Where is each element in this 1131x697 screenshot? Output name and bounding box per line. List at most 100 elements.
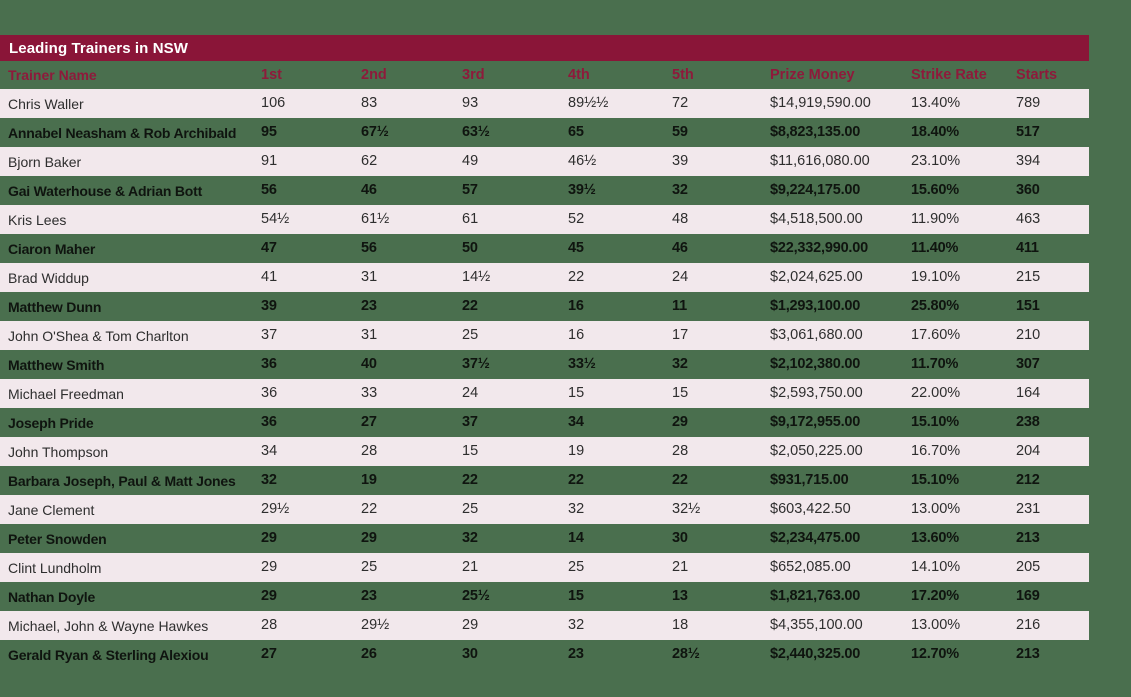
- stat-cell: 46: [361, 182, 377, 199]
- stat-cell: $4,518,500.00: [770, 211, 863, 228]
- stat-cell: 32: [672, 356, 688, 373]
- stat-cell: 360: [1016, 182, 1040, 199]
- stat-cell: 517: [1016, 124, 1040, 141]
- stat-cell: 15: [672, 385, 689, 402]
- column-header-trainer-name: Trainer Name: [8, 67, 97, 83]
- stat-cell: 30: [462, 646, 478, 663]
- stat-cell: 22: [361, 501, 378, 518]
- stat-cell: 231: [1016, 501, 1041, 518]
- column-header-2nd: 2nd: [361, 66, 387, 83]
- stat-cell: 25: [462, 501, 479, 518]
- stat-cell: 14.10%: [911, 559, 961, 576]
- table-row: Clint Lundholm 29 25 21 25 21 $652,085.00 14.10…: [0, 553, 1089, 582]
- stat-cell: 18.40%: [911, 124, 959, 141]
- trainer-name-cell: Clint Lundholm: [8, 559, 102, 576]
- stat-cell: 40: [361, 356, 377, 373]
- trainer-name-cell: John O'Shea & Tom Charlton: [8, 327, 189, 344]
- stat-cell: $22,332,990.00: [770, 240, 868, 257]
- stat-cell: $2,440,325.00: [770, 646, 861, 663]
- stat-cell: 34: [568, 414, 584, 431]
- stat-cell: 28: [672, 443, 689, 460]
- stat-cell: 33: [361, 385, 378, 402]
- stat-cell: 307: [1016, 356, 1040, 373]
- stat-cell: $603,422.50: [770, 501, 851, 518]
- stat-cell: 204: [1016, 443, 1041, 460]
- stat-cell: 23.10%: [911, 153, 961, 170]
- stat-cell: 164: [1016, 385, 1041, 402]
- table-row: Matthew Smith 36 40 37½ 33½ 32 $2,102,380.00 11…: [0, 350, 1089, 379]
- stat-cell: 15: [462, 443, 479, 460]
- trainer-name-cell: John Thompson: [8, 443, 109, 460]
- column-header-3rd: 3rd: [462, 66, 485, 83]
- table-row: Michael Freedman 36 33 24 15 15 $2,593,750.00 2…: [0, 379, 1089, 408]
- stat-cell: 23: [361, 588, 377, 605]
- table-row: Joseph Pride 36 27 37 34 29 $9,172,955.00 15.10…: [0, 408, 1089, 437]
- stat-cell: 89½½: [568, 95, 609, 112]
- stat-cell: 22: [672, 472, 688, 489]
- stat-cell: $2,050,225.00: [770, 443, 863, 460]
- stat-cell: 21: [462, 559, 479, 576]
- stat-cell: 25.80%: [911, 298, 959, 315]
- stat-cell: 65: [568, 124, 584, 141]
- stat-cell: 15: [568, 588, 584, 605]
- stat-cell: 31: [361, 269, 378, 286]
- stat-cell: 151: [1016, 298, 1040, 315]
- stat-cell: 17.60%: [911, 327, 961, 344]
- trainer-name-cell: Michael Freedman: [8, 385, 124, 402]
- table-row: Michael, John & Wayne Hawkes 28 29½ 29 32 18 $…: [0, 611, 1089, 640]
- table-row: Barbara Joseph, Paul & Matt Jones 32 19 22 2…: [0, 466, 1089, 495]
- leading-trainers-table: Leading Trainers in NSW Trainer Name 1st 2…: [0, 35, 1089, 669]
- stat-cell: 13.00%: [911, 617, 961, 634]
- stat-cell: 48: [672, 211, 689, 228]
- trainer-name-cell: Joseph Pride: [8, 414, 94, 431]
- stat-cell: 93: [462, 95, 479, 112]
- stat-cell: 62: [361, 153, 378, 170]
- stat-cell: 13.40%: [911, 95, 961, 112]
- stat-cell: 29½: [261, 501, 290, 518]
- trainer-name-cell: Barbara Joseph, Paul & Matt Jones: [8, 472, 236, 489]
- stat-cell: $14,919,590.00: [770, 95, 871, 112]
- stat-cell: 789: [1016, 95, 1041, 112]
- stat-cell: 213: [1016, 646, 1040, 663]
- table-row: Brad Widdup 41 31 14½ 22 24 $2,024,625.00 19.10…: [0, 263, 1089, 292]
- stat-cell: 33½: [568, 356, 596, 373]
- stat-cell: 411: [1016, 240, 1039, 257]
- table-title-bar: Leading Trainers in NSW: [0, 35, 1089, 61]
- stat-cell: 22.00%: [911, 385, 961, 402]
- stat-cell: 31: [361, 327, 378, 344]
- table-header-row: Trainer Name 1st 2nd 3rd 4th 5th Prize Money St…: [0, 61, 1089, 89]
- table-title: Leading Trainers in NSW: [9, 39, 188, 57]
- stat-cell: 32: [672, 182, 688, 199]
- trainer-name-cell: Chris Waller: [8, 95, 84, 112]
- stat-cell: 29: [261, 588, 277, 605]
- table-row: Annabel Neasham & Rob Archibald 95 67½ 63½ 6…: [0, 118, 1089, 147]
- stat-cell: 47: [261, 240, 277, 257]
- stat-cell: 59: [672, 124, 688, 141]
- trainer-name-cell: Gai Waterhouse & Adrian Bott: [8, 182, 203, 199]
- stat-cell: 15.10%: [911, 472, 959, 489]
- stat-cell: 11.40%: [911, 240, 959, 257]
- stat-cell: 57: [462, 182, 478, 199]
- stat-cell: $9,224,175.00: [770, 182, 861, 199]
- stat-cell: 17: [672, 327, 689, 344]
- stat-cell: 22: [568, 269, 585, 286]
- stat-cell: 27: [261, 646, 277, 663]
- stat-cell: 25½: [462, 588, 490, 605]
- table-row: Nathan Doyle 29 23 25½ 15 13 $1,821,763.00 17.2…: [0, 582, 1089, 611]
- stat-cell: 56: [361, 240, 377, 257]
- stat-cell: 26: [361, 646, 377, 663]
- table-row: Peter Snowden 29 29 32 14 30 $2,234,475.00 13.6…: [0, 524, 1089, 553]
- stat-cell: 14: [568, 530, 584, 547]
- stat-cell: $2,024,625.00: [770, 269, 863, 286]
- trainer-name-cell: Matthew Dunn: [8, 298, 102, 315]
- stat-cell: 13.60%: [911, 530, 959, 547]
- stat-cell: $2,593,750.00: [770, 385, 863, 402]
- stat-cell: 13: [672, 588, 688, 605]
- stat-cell: 16.70%: [911, 443, 961, 460]
- stat-cell: 67½: [361, 124, 389, 141]
- stat-cell: 23: [361, 298, 377, 315]
- stat-cell: $3,061,680.00: [770, 327, 863, 344]
- stat-cell: 29: [261, 559, 278, 576]
- trainer-name-cell: Brad Widdup: [8, 269, 89, 286]
